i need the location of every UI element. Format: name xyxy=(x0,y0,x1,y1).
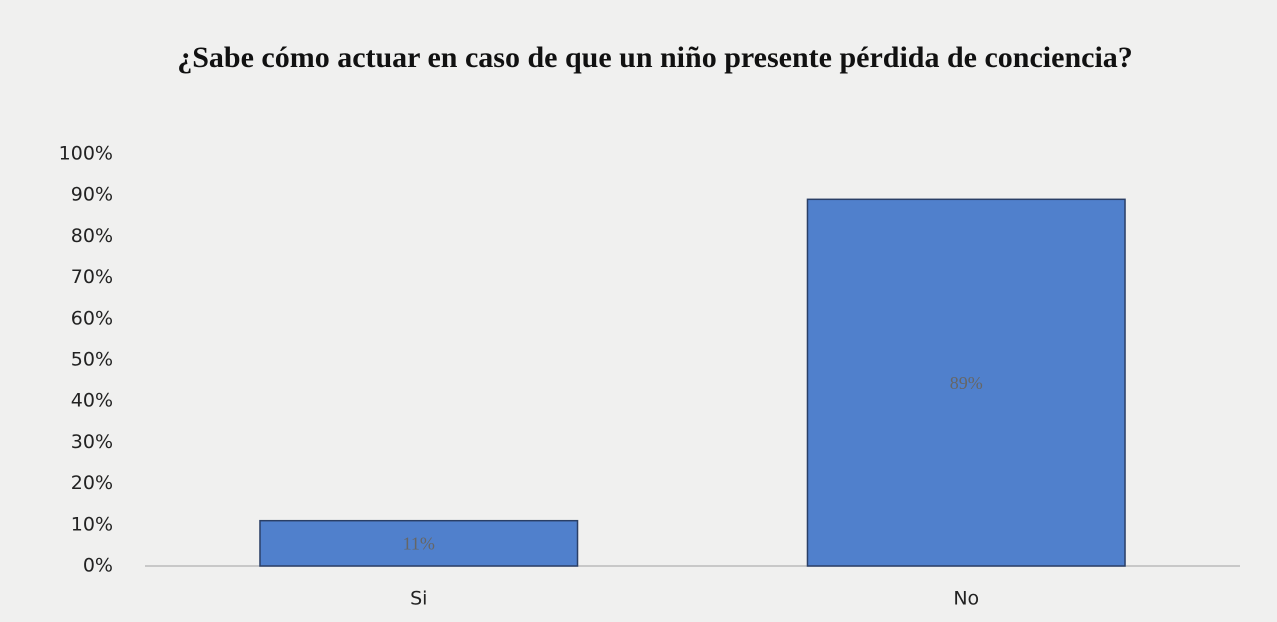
x-tick-label: No xyxy=(953,588,979,610)
y-tick-label: 100% xyxy=(59,143,113,165)
y-tick-label: 90% xyxy=(71,184,113,206)
x-tick-label: Si xyxy=(410,588,427,610)
value-label: 11% xyxy=(403,533,435,553)
y-tick-label: 80% xyxy=(71,225,113,247)
chart-title: ¿Sabe cómo actuar en caso de que un niño… xyxy=(177,41,1133,74)
y-tick-label: 50% xyxy=(71,349,113,371)
y-tick-label: 10% xyxy=(71,513,113,535)
y-tick-label: 70% xyxy=(71,266,113,288)
y-tick-label: 40% xyxy=(71,390,113,412)
y-tick-label: 20% xyxy=(71,472,113,494)
value-label: 89% xyxy=(950,373,983,393)
y-tick-label: 60% xyxy=(71,307,113,329)
y-tick-label: 0% xyxy=(83,555,113,577)
bar xyxy=(259,519,579,567)
bar xyxy=(806,198,1126,567)
y-tick-label: 30% xyxy=(71,431,113,453)
